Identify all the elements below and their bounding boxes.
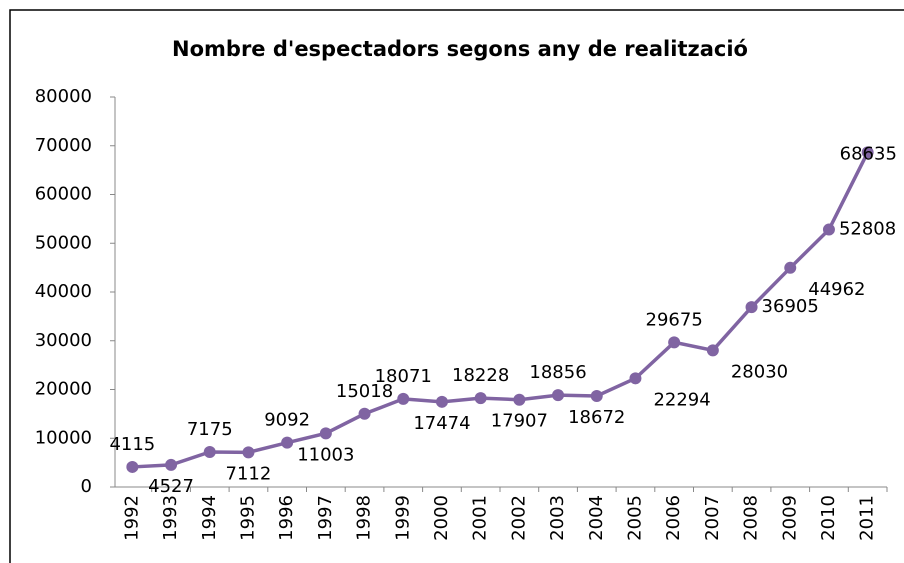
y-tick-label: 70000 [35,135,92,156]
data-label: 28030 [731,361,788,382]
y-tick-label: 20000 [35,379,92,400]
data-label: 18228 [452,365,509,386]
x-tick-label: 1999 [392,495,413,541]
data-label: 7175 [187,419,233,440]
x-tick-label: 2003 [547,495,568,541]
y-tick-label: 40000 [35,281,92,302]
data-label: 18856 [529,362,586,383]
x-tick-label: 2004 [586,495,607,541]
data-point [668,336,681,349]
data-point [513,393,526,406]
data-label: 29675 [646,309,703,330]
data-label: 17474 [413,413,470,434]
data-label: 9092 [264,410,310,431]
data-label: 52808 [839,219,896,240]
x-tick-label: 2010 [818,495,839,541]
data-label: 18071 [375,366,432,387]
chart-title: Nombre d'espectadors segons any de reali… [172,37,748,61]
data-point [435,395,448,408]
data-point [358,407,371,420]
x-tick-label: 2002 [508,495,529,541]
data-label: 18672 [568,407,625,428]
data-label: 11003 [297,444,354,465]
y-tick-label: 30000 [35,330,92,351]
x-tick-label: 2007 [702,495,723,541]
data-label: 17907 [491,411,548,432]
y-tick-label: 0 [81,476,92,497]
data-point [203,446,216,459]
x-tick-label: 2005 [624,495,645,541]
chart-frame [9,9,904,563]
data-point [397,392,410,405]
data-label: 15018 [336,381,393,402]
data-point [242,446,255,459]
data-point [319,427,332,440]
x-tick-label: 2000 [431,495,452,541]
data-point [590,389,603,402]
data-point [706,344,719,357]
y-tick-label: 80000 [35,86,92,107]
data-point [822,223,835,236]
x-tick-label: 1997 [315,495,336,541]
data-label: 4115 [109,434,155,455]
data-point [861,146,874,159]
data-point [474,392,487,405]
data-point [165,458,178,471]
x-tick-label: 1992 [121,495,142,541]
data-point [126,460,139,473]
data-label: 7112 [226,463,272,484]
x-tick-label: 2009 [779,495,800,541]
data-label: 4527 [148,476,194,497]
x-tick-label: 1996 [276,495,297,541]
data-label: 68635 [840,143,897,164]
x-tick-label: 2001 [470,495,491,541]
data-point [281,436,294,449]
x-tick-label: 2011 [857,495,878,541]
y-tick-label: 60000 [35,184,92,205]
y-tick-label: 50000 [35,232,92,253]
x-tick-label: 1998 [354,495,375,541]
data-label: 36905 [762,296,819,317]
x-tick-label: 1993 [160,495,181,541]
x-tick-label: 1994 [199,495,220,541]
data-label: 44962 [808,279,865,300]
x-tick-label: 1995 [237,495,258,541]
y-tick-label: 10000 [35,427,92,448]
data-label: 22294 [653,389,710,410]
data-point [629,372,642,385]
x-tick-label: 2006 [663,495,684,541]
x-tick-label: 2008 [741,495,762,541]
series-line [132,151,870,469]
data-point [552,389,565,402]
data-point [745,301,758,314]
data-point [784,261,797,274]
